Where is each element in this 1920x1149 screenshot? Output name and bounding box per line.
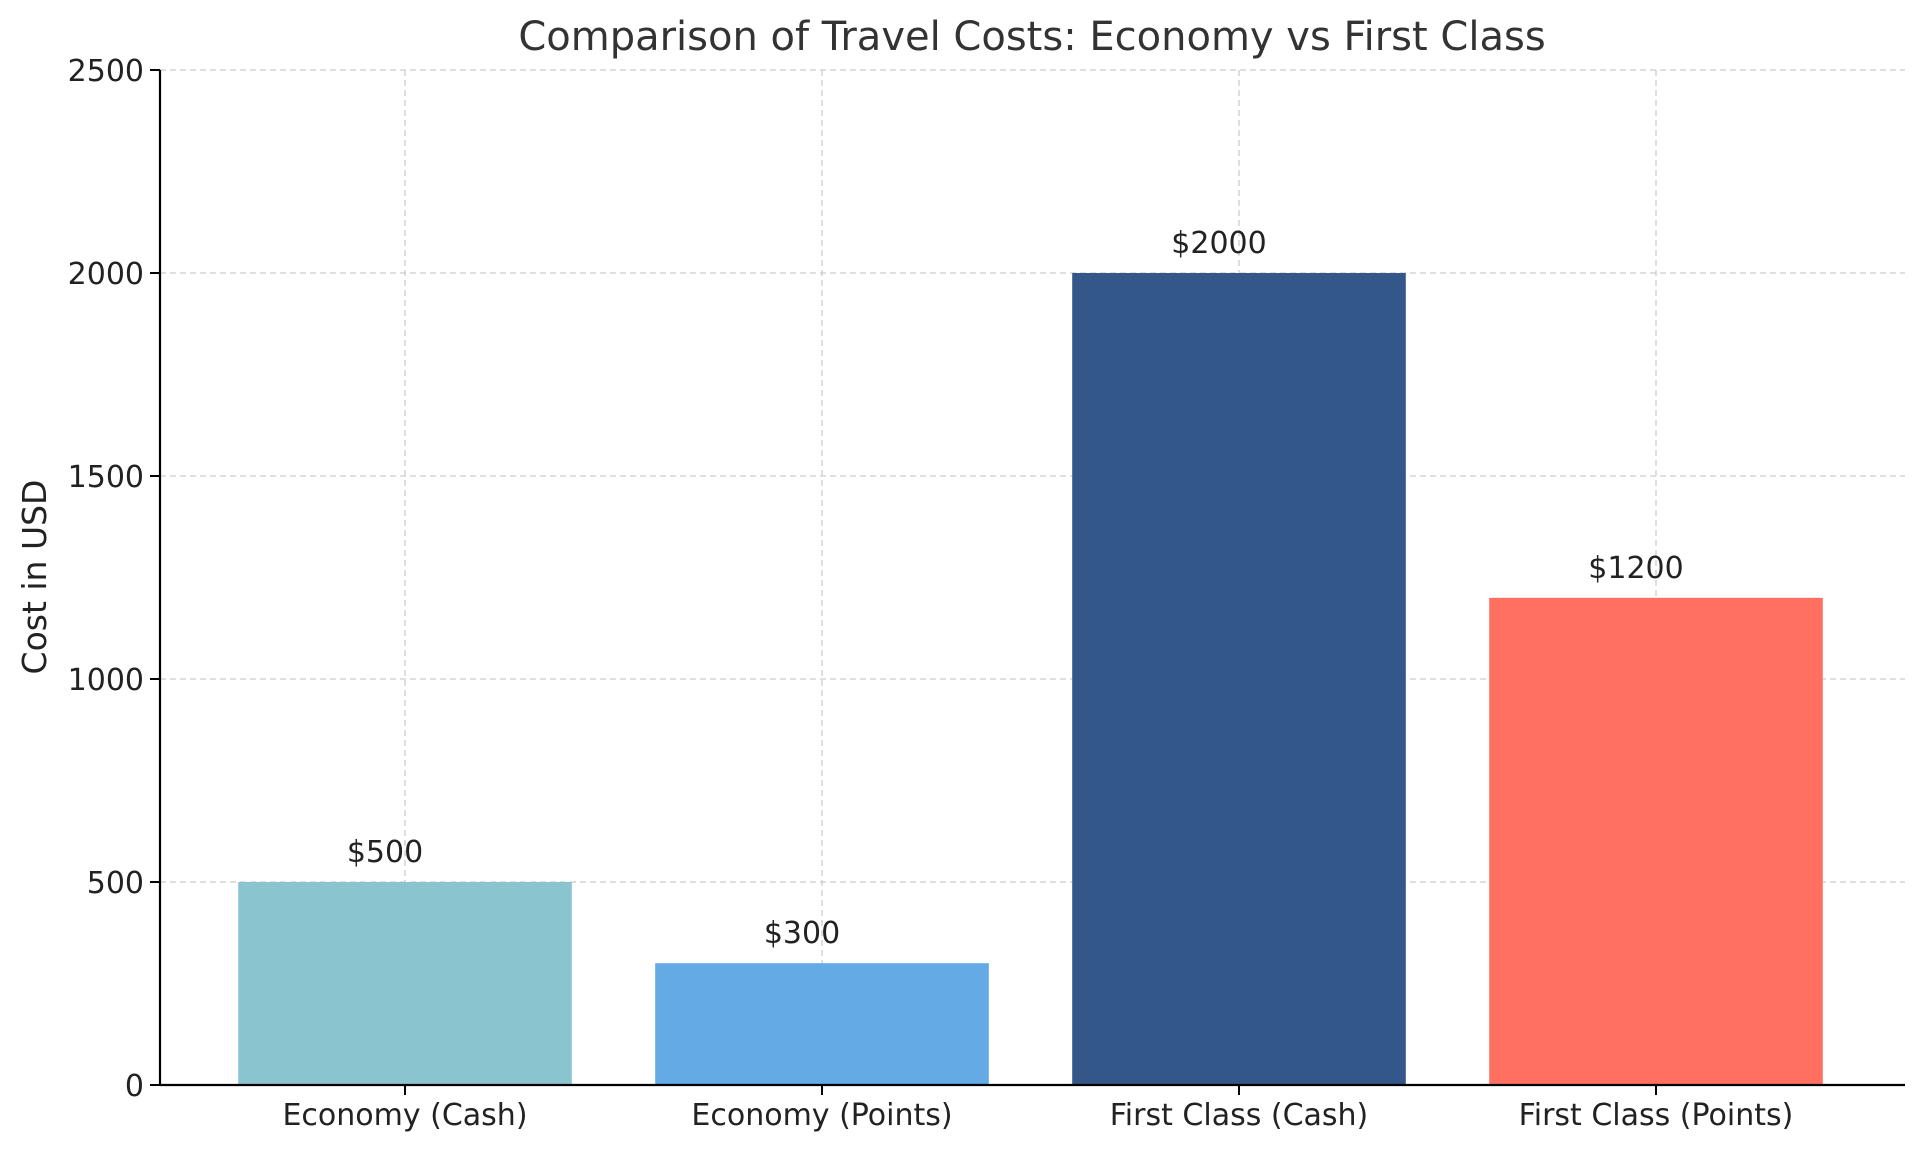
bar-value-label: $2000: [1171, 226, 1266, 261]
bar-value-label: $500: [347, 835, 423, 870]
value-labels: $500 $300 $2000 $1200: [347, 226, 1684, 951]
axes-layer: [158, 70, 1905, 1087]
bar: [655, 963, 989, 1085]
y-tick-label: 1500: [68, 460, 144, 495]
y-tick-label: 2500: [68, 54, 144, 89]
y-tick-label: 1000: [68, 663, 144, 698]
bar: [238, 882, 572, 1085]
y-tick-label: 2000: [68, 257, 144, 292]
y-ticks: 0 500 1000 1500 2000 2500: [68, 54, 160, 1104]
x-tick-label: Economy (Cash): [282, 1098, 527, 1133]
x-ticks: Economy (Cash) Economy (Points) First Clas…: [282, 1085, 1793, 1133]
bars-layer: [238, 273, 1823, 1085]
bar-value-label: $1200: [1588, 551, 1683, 586]
x-tick-label: Economy (Points): [691, 1098, 952, 1133]
y-tick-label: 500: [87, 866, 144, 901]
chart-title: Comparison of Travel Costs: Economy vs F…: [518, 14, 1545, 60]
y-axis-label: Cost in USD: [15, 480, 54, 675]
bar: [1072, 273, 1406, 1085]
x-tick-label: First Class (Cash): [1110, 1098, 1369, 1133]
y-tick-label: 0: [125, 1069, 144, 1104]
bar: [1489, 597, 1823, 1085]
bar-value-label: $300: [764, 916, 840, 951]
x-tick-label: First Class (Points): [1519, 1098, 1794, 1133]
